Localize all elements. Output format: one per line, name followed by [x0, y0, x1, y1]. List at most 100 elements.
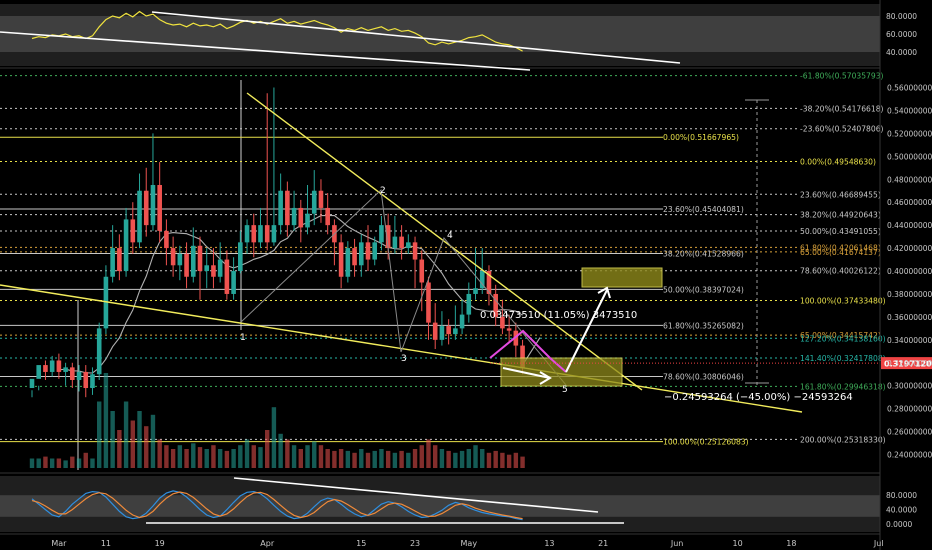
candle-body: [76, 371, 82, 380]
price-tick-label: 0.52000000: [887, 129, 932, 138]
fib-extension-label: 23.60%(0.46689455): [800, 190, 881, 199]
fib-level-label: 38.20%(0.41528966): [663, 249, 744, 258]
volume-bar: [177, 445, 183, 468]
candle-body: [453, 328, 458, 335]
candle-body: [90, 374, 95, 389]
time-tick-label: Apr: [260, 539, 275, 548]
wedge-upper-trendline: [246, 92, 643, 391]
candle-body: [392, 236, 398, 249]
candle-body: [150, 184, 156, 226]
candle-body: [479, 271, 485, 289]
arrowhead: [597, 286, 611, 299]
candle-body: [264, 225, 270, 243]
candle-body: [372, 242, 378, 260]
candle-body: [466, 293, 472, 315]
volume-bar: [157, 439, 162, 468]
volume-bar: [110, 411, 115, 468]
rsi-band: [0, 16, 880, 52]
fib-extension-label: 65.00%(0.34415742): [800, 331, 881, 340]
volume-bar: [513, 452, 519, 468]
candle-body: [164, 230, 169, 249]
candle-body: [358, 242, 364, 266]
moving-average-line: [58, 215, 523, 374]
candle-body: [238, 242, 243, 272]
rsi-pane: [0, 4, 880, 71]
stoch-d-line: [31, 491, 523, 520]
time-tick-label: 19: [155, 539, 165, 548]
current-price-label: 0.31971200: [884, 360, 932, 369]
candle-body: [291, 207, 297, 226]
candle-body: [204, 265, 210, 272]
volume-bar: [480, 449, 485, 468]
volume-bar: [459, 450, 465, 468]
price-tick-label: 0.46000000: [887, 198, 932, 207]
projection-magenta: [489, 329, 567, 373]
volume-bar: [90, 458, 95, 468]
volume-bar: [191, 443, 196, 468]
fib-extension-label: 200.00%(0.25318330): [800, 435, 886, 444]
volume-bar: [426, 439, 431, 468]
volume-bar: [224, 450, 230, 468]
candle-body: [338, 242, 344, 277]
current-price-badge: [881, 357, 932, 370]
candle-body: [43, 365, 48, 372]
volume-bar: [520, 456, 525, 468]
candle-body: [439, 326, 445, 340]
volume-bar: [338, 449, 344, 468]
volume-bar: [446, 450, 451, 468]
candle-body: [29, 378, 35, 389]
time-tick-label: 13: [544, 539, 554, 548]
candle-body: [311, 190, 317, 214]
volume-bar: [49, 458, 55, 468]
price-tick-label: 0.32000000: [887, 359, 932, 368]
candle-body: [345, 248, 351, 277]
price-tick-label: 0.24000000: [887, 451, 932, 460]
price-pane: 0.00%(0.51667965) 23.60%(0.45404081) 38.20…: [0, 72, 886, 470]
volume-bar: [265, 430, 270, 468]
stochastic-pane: [0, 472, 880, 532]
volume-bar: [466, 449, 471, 468]
candle-body: [506, 328, 512, 331]
volume-bar: [103, 373, 109, 468]
fib-extension-label: 38.20%(0.44920643): [800, 211, 881, 220]
fib-extension-label: 141.40%(0.32417808): [800, 354, 886, 363]
candle-body: [473, 288, 478, 294]
candle-body: [190, 245, 196, 277]
price-axis: 80.0000 60.0000 40.0000 0.31971200 0.5600000…: [879, 0, 932, 550]
volume-bar: [83, 452, 88, 468]
volume-bar: [406, 452, 411, 468]
time-tick-label: Jul: [873, 539, 884, 548]
wave-label: 3: [401, 354, 407, 364]
fib-extension-label: -23.60%(0.52407806): [800, 125, 884, 134]
volume-bar: [419, 445, 424, 468]
wave-label: 2: [380, 186, 386, 196]
candle-body: [493, 293, 498, 317]
stoch-tick-label: 0.0000: [886, 520, 912, 529]
stoch-k-line: [31, 490, 523, 521]
candle-body: [117, 248, 122, 272]
fib-level-label: 0.00%(0.51667965): [663, 133, 739, 142]
candle-body: [285, 190, 290, 226]
fib-extension-label: 127.20%(0.34138160): [800, 334, 886, 343]
candle-body: [217, 259, 223, 277]
candle-body: [130, 219, 136, 243]
volume-bar: [271, 407, 277, 468]
candle-body: [184, 253, 189, 277]
volume-bar: [365, 452, 371, 468]
wave-label: 4: [447, 231, 453, 241]
volume-bar: [251, 445, 256, 468]
time-tick-label: 21: [598, 539, 608, 548]
fib-extension-label: 50.00%(0.43491055): [800, 227, 881, 236]
volume-bar: [137, 411, 142, 468]
candle-body: [426, 282, 431, 323]
rsi-trendline-upper: [151, 11, 681, 64]
target-zone-high: [581, 267, 663, 288]
candle-body: [298, 207, 304, 228]
candle-body: [318, 190, 324, 208]
fib-extension-label: 100.00%(0.37433480): [800, 296, 886, 305]
candle-body: [197, 245, 203, 272]
measure-label-up: 0.03473510 (11.05%) 3473510: [480, 310, 637, 321]
volume-bar: [372, 450, 377, 468]
candle-body: [96, 328, 102, 375]
